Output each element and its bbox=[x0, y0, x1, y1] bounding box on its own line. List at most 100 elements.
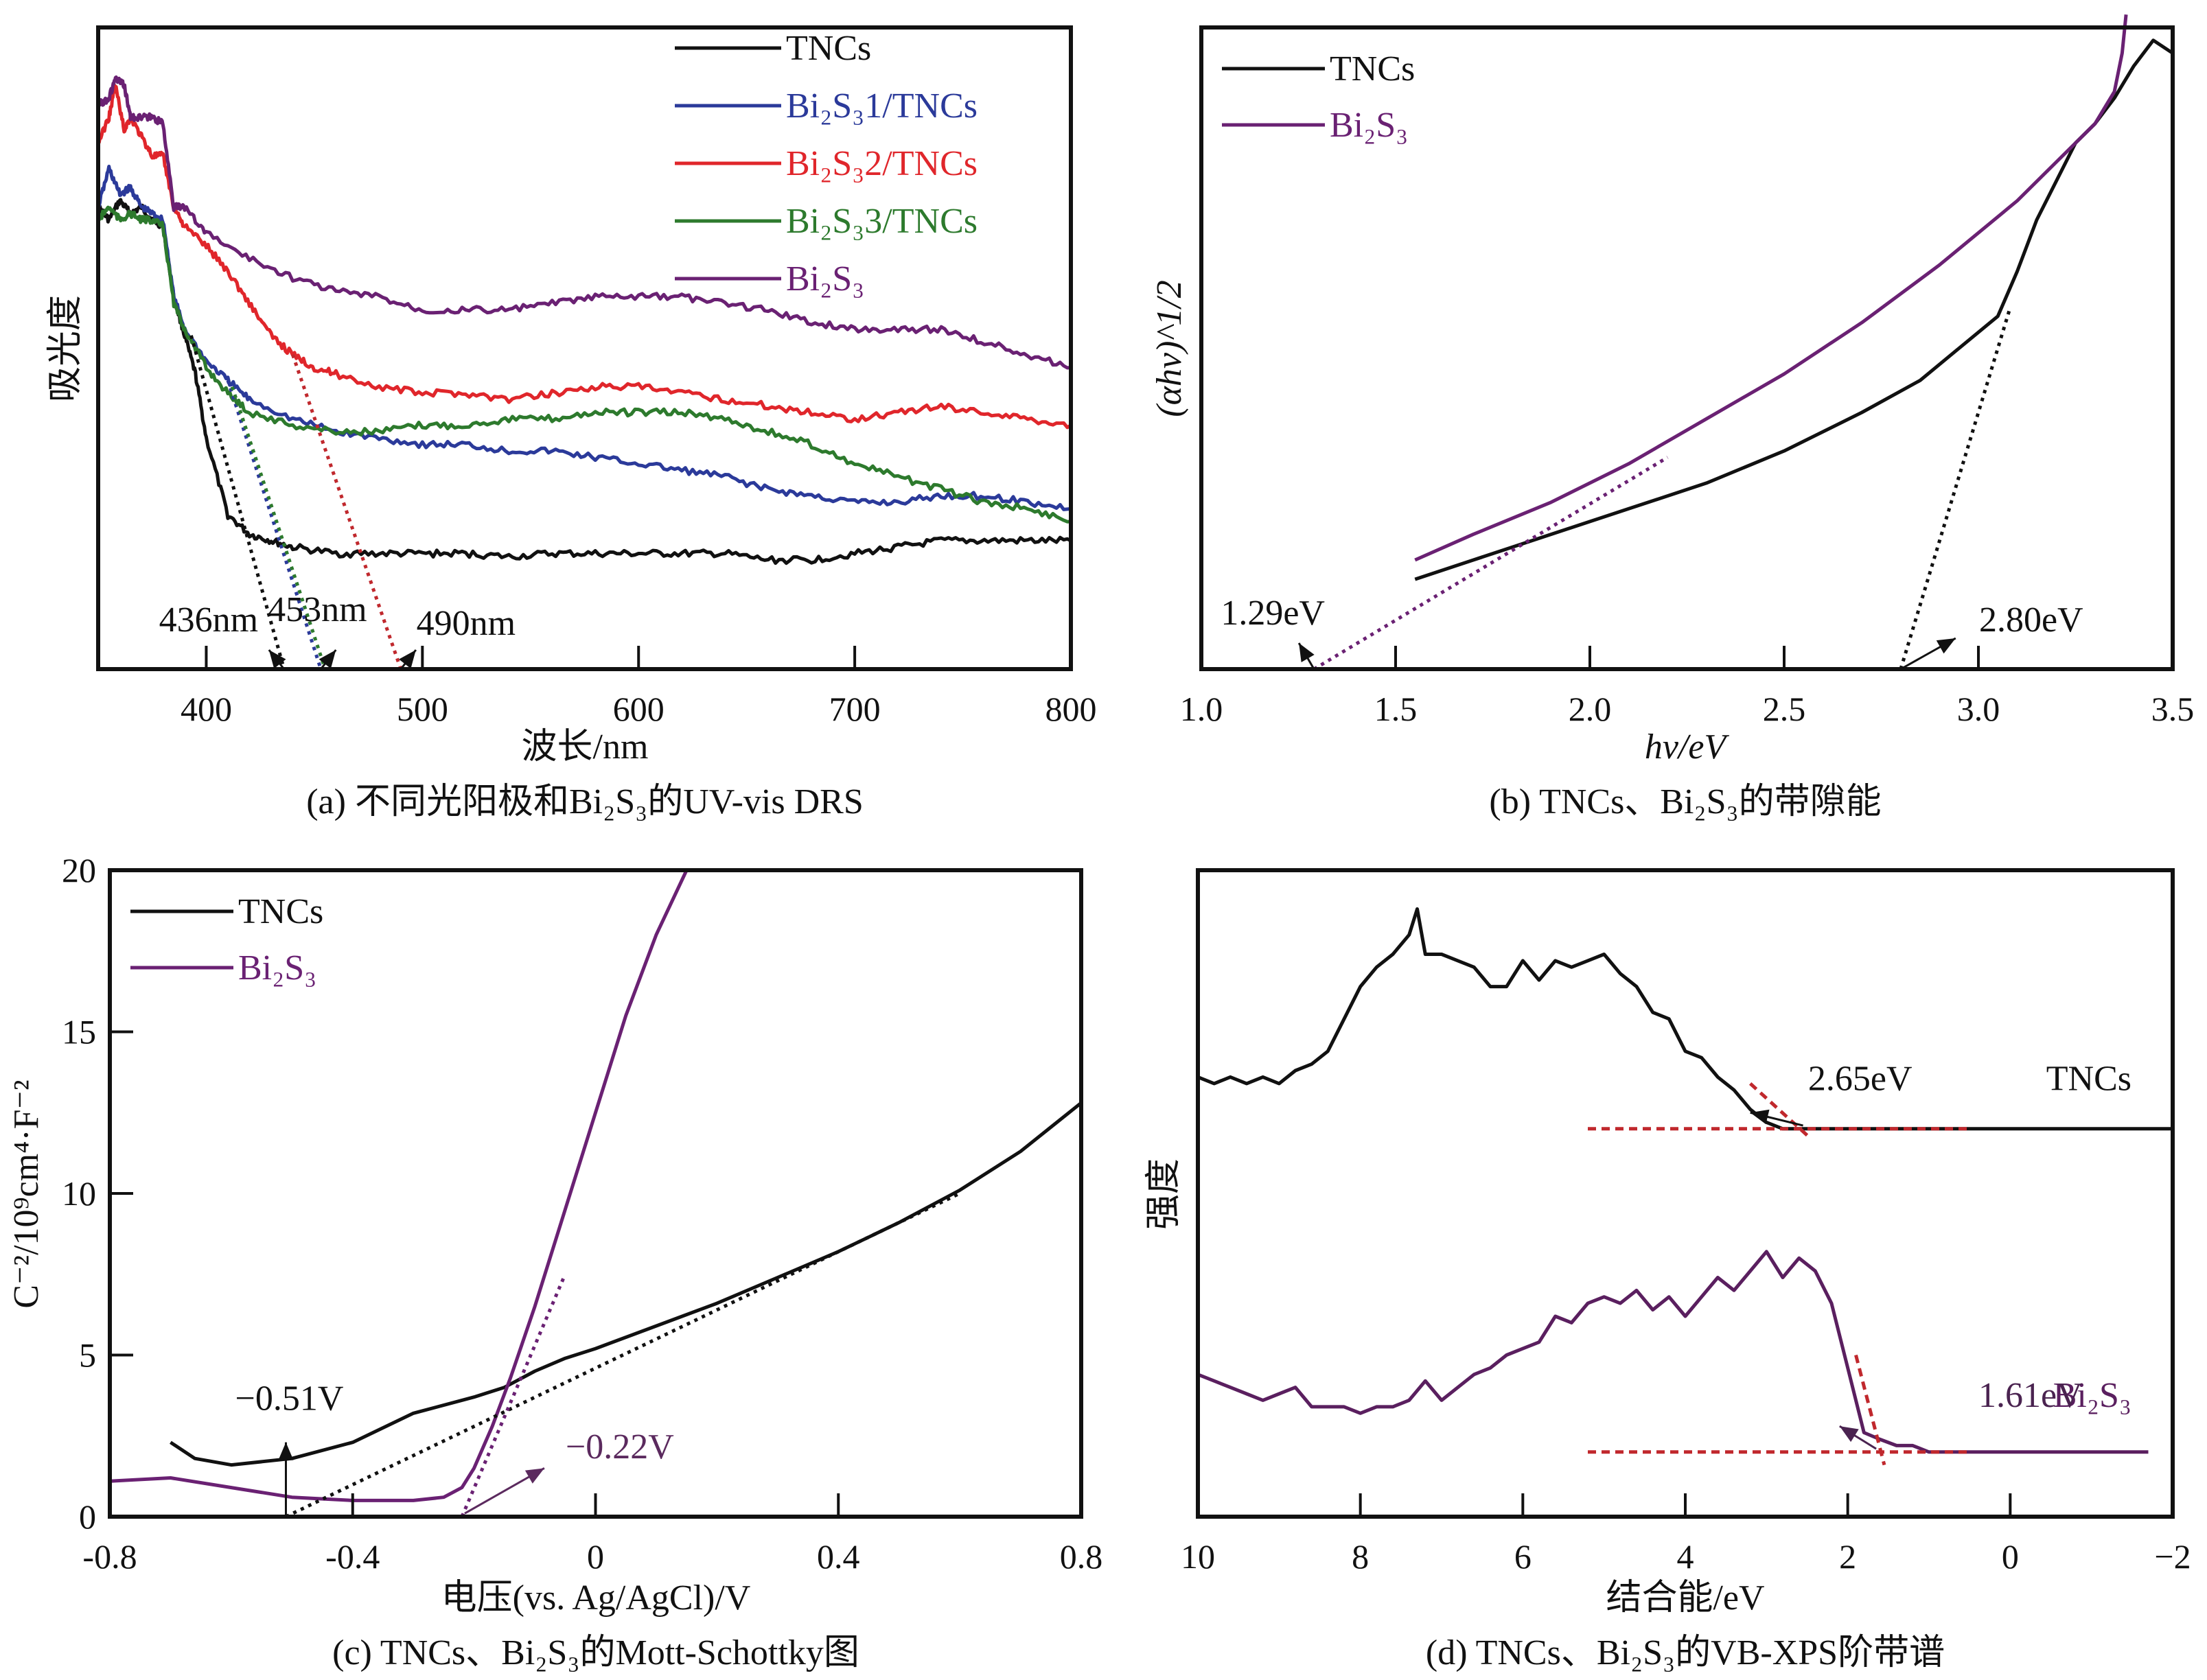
series-line-c-1 bbox=[109, 869, 689, 1502]
panel-d-annotations: 2.65eV 1.61eV bbox=[1750, 1059, 2083, 1450]
x-tick-label: 2.0 bbox=[1569, 690, 1612, 728]
x-tick-label: 600 bbox=[613, 690, 665, 728]
panel-b-caption: (b) TNCs、Bi₂S₃的带隙能 bbox=[1489, 782, 1881, 821]
x-tick-label: 2.5 bbox=[1763, 690, 1806, 728]
legend-label: TNCs bbox=[238, 892, 323, 931]
x-tick-label: 3.0 bbox=[1957, 690, 2000, 728]
tangent-line-a-2 bbox=[230, 386, 327, 670]
series-line-a-2 bbox=[97, 84, 1072, 430]
panel-b-annotations: 1.29eV 2.80eV bbox=[1221, 594, 2083, 670]
x-tick-label: 0.4 bbox=[817, 1537, 860, 1576]
x-tick-label: -0.8 bbox=[82, 1537, 137, 1576]
panel-d-vb-xps: 10 8 6 4 2 0 −2 结合能/eV 强度 (d) TNCs、Bi₂S₃的VB-XP… bbox=[1144, 868, 2191, 1672]
arrow-head-icon bbox=[524, 1468, 544, 1484]
series-line-b-0 bbox=[1414, 38, 2174, 581]
panel-a-caption: (a) 不同光阳极和Bi₂S₃的UV-vis DRS bbox=[306, 782, 864, 821]
series-label: Bi₂S₃ bbox=[2053, 1376, 2131, 1415]
arrow-head-icon bbox=[1299, 643, 1315, 663]
panel-b-x-ticks: 1.0 1.5 2.0 2.5 3.0 3.5 bbox=[1180, 646, 2195, 728]
legend-label: Bi₂S₃2/TNCs bbox=[786, 144, 978, 183]
x-tick-label: 0 bbox=[2002, 1537, 2019, 1576]
legend-label: Bi₂S₃ bbox=[1330, 106, 1408, 145]
legend-label: Bi₂S₃1/TNCs bbox=[786, 86, 978, 126]
tangent-line-a-0 bbox=[189, 335, 286, 670]
x-tick-label: 0.8 bbox=[1060, 1537, 1103, 1576]
panel-d-x-ticks: 10 8 6 4 2 0 −2 bbox=[1181, 1493, 2191, 1576]
panel-c-x-ticks: -0.8 -0.4 0 0.4 0.8 bbox=[82, 1493, 1102, 1576]
tangent-line-a-1 bbox=[226, 380, 323, 670]
panel-c-ylabel: C⁻²/10⁹cm⁴·F⁻² bbox=[7, 1080, 46, 1308]
annotation-label: 2.65eV bbox=[1808, 1059, 1913, 1098]
arrow-head-icon bbox=[1936, 638, 1956, 654]
annotation-label: 490nm bbox=[417, 604, 516, 643]
tangent-line-c-1 bbox=[460, 1273, 567, 1517]
panel-b-ylabel: (αhv)^1/2 bbox=[1150, 280, 1189, 417]
panel-a-marks bbox=[96, 75, 1072, 670]
y-tick-label: 5 bbox=[79, 1336, 96, 1375]
series-line-d-1 bbox=[1197, 1250, 2149, 1454]
panel-a-uv-vis: 400 500 600 700 800 波长/nm 吸光度 (a) 不同光阳极和Bi₂S… bbox=[46, 25, 1097, 821]
panel-c-caption: (c) TNCs、Bi₂S₃的Mott-Schottky图 bbox=[332, 1633, 859, 1672]
panel-b-legend: TNCs Bi₂S₃ bbox=[1222, 49, 1415, 145]
legend-label: Bi₂S₃3/TNCs bbox=[786, 202, 978, 241]
panel-d-marks bbox=[1197, 907, 2173, 1466]
arrow-head-icon bbox=[399, 650, 416, 669]
panel-c-legend: TNCs Bi₂S₃ bbox=[130, 892, 323, 988]
panel-d-ylabel: 强度 bbox=[1144, 1158, 1183, 1230]
x-tick-label: 2 bbox=[1839, 1537, 1856, 1576]
panel-d-series-labels: TNCs Bi₂S₃ bbox=[2046, 1059, 2131, 1415]
legend-label: TNCs bbox=[786, 29, 871, 68]
x-tick-label: -0.4 bbox=[325, 1537, 380, 1576]
panel-c-annotations: −0.51V −0.22V bbox=[235, 1379, 674, 1517]
arrow-head-icon bbox=[268, 650, 286, 669]
panel-b-marks bbox=[1313, 14, 2174, 671]
legend-label: Bi₂S₃ bbox=[238, 948, 316, 988]
panel-d-caption: (d) TNCs、Bi₂S₃的VB-XPS阶带谱 bbox=[1426, 1633, 1945, 1672]
legend-label: TNCs bbox=[1330, 49, 1415, 89]
panel-b-frame bbox=[1199, 25, 2175, 671]
y-tick-label: 10 bbox=[62, 1174, 96, 1213]
annotation-label: −0.51V bbox=[235, 1379, 344, 1419]
series-line-d-0 bbox=[1197, 907, 2173, 1131]
annotation-label: 1.61eV bbox=[1978, 1376, 2083, 1415]
panel-a-x-ticks: 400 500 600 700 800 bbox=[181, 646, 1097, 728]
panel-b-band-gap: 1.0 1.5 2.0 2.5 3.0 3.5 hv/eV (αhv)^1/2 (b) T… bbox=[1150, 14, 2194, 821]
panel-a-annotations: 436nm 453nm 490nm bbox=[159, 590, 516, 670]
y-tick-label: 0 bbox=[79, 1497, 96, 1536]
x-tick-label: 6 bbox=[1514, 1537, 1532, 1576]
x-tick-label: 8 bbox=[1352, 1537, 1369, 1576]
annotation-label: −0.22V bbox=[566, 1427, 674, 1467]
series-line-a-3 bbox=[97, 205, 1072, 524]
panel-c-mott-schottky: -0.8 -0.4 0 0.4 0.8 0 5 10 15 20 电压(vs. Ag/AgCl)… bbox=[7, 851, 1102, 1672]
series-line-a-4 bbox=[96, 75, 1072, 370]
y-tick-label: 20 bbox=[62, 851, 96, 889]
tangent-line-a-3 bbox=[291, 354, 403, 670]
x-tick-label: 800 bbox=[1045, 690, 1097, 728]
x-tick-label: −2 bbox=[2154, 1537, 2191, 1576]
x-tick-label: 1.5 bbox=[1374, 690, 1418, 728]
annotation-label: 1.29eV bbox=[1221, 594, 1325, 633]
arrow-head-icon bbox=[1750, 1109, 1770, 1125]
arrow-head-icon bbox=[278, 1442, 294, 1460]
panel-d-frame bbox=[1196, 868, 2175, 1519]
x-tick-label: 3.5 bbox=[2151, 690, 2195, 728]
series-line-b-1 bbox=[1414, 14, 2128, 562]
tangent-line-d-3 bbox=[1854, 1354, 1886, 1466]
x-tick-label: 0 bbox=[587, 1537, 604, 1576]
panel-b-xlabel: hv/eV bbox=[1645, 727, 1730, 767]
y-tick-label: 15 bbox=[62, 1013, 96, 1051]
x-tick-label: 400 bbox=[181, 690, 232, 728]
panel-c-y-ticks: 0 5 10 15 20 bbox=[62, 851, 133, 1536]
panel-a-frame bbox=[96, 25, 1073, 671]
arrow-head-icon bbox=[319, 650, 336, 669]
x-tick-label: 500 bbox=[397, 690, 448, 728]
x-tick-label: 10 bbox=[1181, 1537, 1215, 1576]
annotation-label: 436nm bbox=[159, 600, 258, 640]
annotation-label: 2.80eV bbox=[1979, 600, 2083, 640]
panel-a-ylabel: 吸光度 bbox=[46, 295, 85, 402]
annotation-label: 453nm bbox=[268, 590, 367, 629]
panel-d-xlabel: 结合能/eV bbox=[1606, 1578, 1764, 1618]
panel-c-xlabel: 电压(vs. Ag/AgCl)/V bbox=[441, 1578, 751, 1618]
x-tick-label: 700 bbox=[829, 690, 881, 728]
legend-label: Bi₂S₃ bbox=[786, 259, 864, 299]
